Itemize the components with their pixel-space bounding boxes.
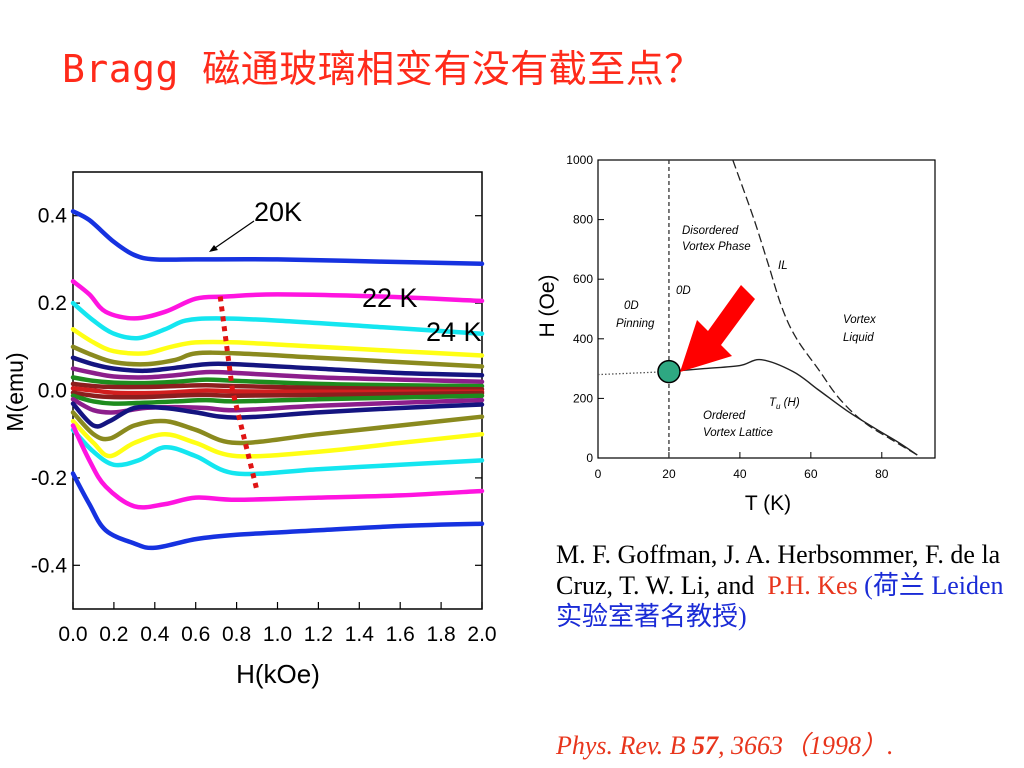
mh-series-line [70,209,485,267]
pd-annotation-0d-pinning-line2: Pinning [616,318,655,330]
mh-series-line [70,381,485,392]
mh-y-tick-label: -0.2 [31,467,67,490]
pd-series-il-line [732,159,918,456]
mh-series-line [70,390,485,400]
journal-pages: , 3663 [717,731,783,760]
mh-series-line [70,410,485,446]
pd-plot-frame [597,159,936,459]
mh-x-ticks: 0.0 0.2 0.4 0.6 0.8 1.0 1.2 1.4 1.6 1.8 2.0 [58,602,497,646]
mh-x-tick-label: 0.6 [181,623,210,646]
journal-year: （1998）. [782,731,894,760]
mh-y-axis-label: M(emu) [2,352,28,431]
pd-annotation-tu: Tu (H) [769,397,800,411]
pd-highlight-marker [657,359,681,384]
phase-diagram: 0 20 40 60 80 0 200 400 600 800 1000 Disordered V… [536,153,936,515]
pd-x-tick-label: 20 [662,467,676,481]
mh-x-axis-label: H(kOe) [236,659,320,689]
pd-low-temperature-dotted-line [597,370,669,376]
mh-annotation-20k-arrowhead [209,245,218,252]
pd-annotation-0d-pinning-line1: 0D [624,300,639,312]
pd-annotation-disordered-line1: Disordered [682,225,739,237]
mh-series-line [70,279,485,321]
mh-series-line [70,344,485,369]
pd-annotation-ordered-line1: Ordered [703,410,746,422]
mh-series-line [70,396,485,415]
mh-series-line [70,401,485,429]
pd-y-tick-label: 800 [573,213,593,227]
pd-x-tick-label: 80 [875,467,889,481]
mh-series-line [70,355,485,378]
journal-name: Phys. Rev. B [556,731,686,760]
pd-annotation-ordered-line2: Vortex Lattice [703,427,773,439]
citation-authors: M. F. Goffman, J. A. Herbsommer, F. de l… [556,540,1001,600]
mh-y-ticks: 0.4 0.2 0.0 -0.2 -0.4 [31,205,482,577]
pd-annotation-0d: 0D [676,285,691,297]
mh-annotation-20k-pointer [211,220,255,251]
mh-x-tick-label: 1.0 [263,623,292,646]
citation-highlight-author: P.H. Kes [767,571,858,600]
journal-volume: 57 [691,731,718,760]
pd-annotation-disordered-line2: Vortex Phase [682,241,751,253]
pd-x-tick-label: 0 [595,467,602,481]
pd-y-tick-label: 400 [573,332,593,346]
mh-series-line [70,300,485,341]
pd-red-arrow [680,285,755,372]
pd-x-tick-label: 40 [733,467,747,481]
mh-x-tick-label: 1.8 [426,623,455,646]
mh-x-tick-label: 0.0 [58,623,87,646]
mh-x-tick-label: 2.0 [467,623,496,646]
pd-annotation-vortex-liquid-line1: Vortex [843,314,877,326]
mh-chart: 0.0 0.2 0.4 0.6 0.8 1.0 1.2 1.4 1.6 1.8 2.0 0.4 0.2… [2,171,497,689]
pd-annotation-il: IL [778,260,788,272]
citation-journal: Phys. Rev. B 57, 3663（1998）. [556,725,893,762]
pd-x-tick-label: 60 [804,467,818,481]
mh-y-tick-label: 0.4 [38,205,68,228]
pd-y-tick-label: 0 [586,451,593,465]
mh-dotted-guide [217,296,260,492]
mh-x-tick-label: 0.2 [99,623,128,646]
pd-y-tick-label: 1000 [566,153,593,167]
mh-x-tick-label: 1.4 [345,623,375,646]
mh-series-line [70,471,485,551]
mh-annotation-20k: 20K [254,197,302,227]
citation-block: M. F. Goffman, J. A. Herbsommer, F. de l… [556,539,1018,632]
mh-x-tick-label: 0.8 [222,623,251,646]
pd-y-tick-label: 200 [573,391,593,405]
mh-y-tick-label: 0.2 [38,292,67,315]
pd-annotation-vortex-liquid-line2: Liquid [843,332,874,344]
mh-series-group [70,209,485,551]
citation-note: (荷兰 Leiden 实验室著名教授) [556,571,1004,631]
mh-annotation-22k: 22 K [362,283,418,313]
mh-series-line [70,427,485,477]
mh-series-line [70,423,485,510]
pd-y-tick-label: 600 [573,272,593,286]
mh-series-line [70,327,485,358]
pd-series-tu-line [668,358,918,456]
pd-x-axis-label: T (K) [745,492,791,515]
mh-y-tick-label: -0.4 [31,554,68,577]
mh-x-tick-label: 0.4 [140,623,170,646]
mh-series-line [70,386,485,396]
mh-annotation-24k: 24 K [426,317,482,347]
mh-x-tick-label: 1.2 [304,623,333,646]
pd-y-ticks: 0 200 400 600 800 1000 [566,153,604,465]
pd-x-ticks: 0 20 40 60 80 [595,452,889,481]
pd-y-axis-label: H (Oe) [536,275,559,338]
mh-series-line [70,418,485,459]
mh-series-line [70,393,485,406]
slide-title: Bragg 磁通玻璃相变有没有截至点？ [62,47,703,91]
mh-series-line [70,366,485,385]
mh-series-line [70,375,485,389]
mh-y-tick-label: 0.0 [38,380,67,403]
mh-x-tick-label: 1.6 [386,623,415,646]
